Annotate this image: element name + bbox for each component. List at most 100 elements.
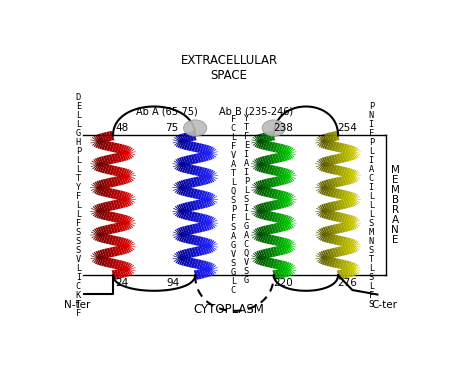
Polygon shape <box>320 158 326 167</box>
Polygon shape <box>188 234 193 244</box>
Polygon shape <box>123 267 129 277</box>
Polygon shape <box>350 149 360 156</box>
Polygon shape <box>286 217 293 225</box>
Polygon shape <box>175 183 183 191</box>
Polygon shape <box>95 158 101 167</box>
Polygon shape <box>316 184 326 190</box>
Polygon shape <box>97 157 103 167</box>
Polygon shape <box>350 197 359 205</box>
Polygon shape <box>183 257 189 266</box>
Polygon shape <box>205 267 211 277</box>
Polygon shape <box>345 222 351 231</box>
Polygon shape <box>119 268 125 278</box>
Polygon shape <box>266 155 272 164</box>
Polygon shape <box>106 258 112 267</box>
Polygon shape <box>256 139 262 148</box>
Polygon shape <box>112 223 118 233</box>
Polygon shape <box>277 152 283 162</box>
Polygon shape <box>266 234 272 244</box>
Polygon shape <box>125 174 132 182</box>
Polygon shape <box>207 150 216 157</box>
Polygon shape <box>320 255 327 264</box>
Polygon shape <box>116 213 121 223</box>
Polygon shape <box>184 249 189 259</box>
Polygon shape <box>285 197 296 203</box>
Polygon shape <box>121 151 127 161</box>
Polygon shape <box>317 255 326 262</box>
Polygon shape <box>331 141 337 151</box>
Polygon shape <box>104 132 109 142</box>
Polygon shape <box>183 179 188 189</box>
Polygon shape <box>184 202 190 212</box>
Polygon shape <box>317 139 326 146</box>
Polygon shape <box>206 244 212 253</box>
Polygon shape <box>177 181 183 191</box>
Text: N-ter: N-ter <box>64 300 90 310</box>
Polygon shape <box>177 251 184 260</box>
Polygon shape <box>260 250 266 259</box>
Polygon shape <box>342 260 347 270</box>
Polygon shape <box>260 140 266 149</box>
Polygon shape <box>99 140 105 149</box>
Polygon shape <box>91 161 101 167</box>
Polygon shape <box>264 156 270 165</box>
Polygon shape <box>177 208 183 217</box>
Polygon shape <box>122 221 128 230</box>
Polygon shape <box>199 144 205 154</box>
Polygon shape <box>203 268 209 277</box>
Polygon shape <box>90 256 101 259</box>
Polygon shape <box>103 179 108 189</box>
Polygon shape <box>177 139 184 148</box>
Polygon shape <box>91 186 101 191</box>
Polygon shape <box>320 251 327 260</box>
Polygon shape <box>94 162 101 171</box>
Polygon shape <box>207 268 218 271</box>
Polygon shape <box>341 199 346 209</box>
Polygon shape <box>179 250 185 260</box>
Polygon shape <box>285 220 292 229</box>
Polygon shape <box>106 155 112 164</box>
Polygon shape <box>206 174 213 183</box>
Polygon shape <box>350 267 358 275</box>
Polygon shape <box>343 191 349 200</box>
Polygon shape <box>285 174 296 179</box>
Polygon shape <box>350 220 358 228</box>
Polygon shape <box>275 269 281 279</box>
Polygon shape <box>269 235 275 245</box>
Polygon shape <box>114 269 120 279</box>
Polygon shape <box>172 139 184 142</box>
Polygon shape <box>280 268 285 278</box>
Polygon shape <box>124 146 131 156</box>
Polygon shape <box>125 150 132 159</box>
Polygon shape <box>105 225 110 235</box>
Polygon shape <box>124 175 136 177</box>
Polygon shape <box>124 244 131 252</box>
Polygon shape <box>272 154 278 163</box>
Polygon shape <box>122 198 128 207</box>
Polygon shape <box>125 265 134 272</box>
Polygon shape <box>189 188 195 198</box>
Polygon shape <box>256 162 263 171</box>
Polygon shape <box>121 268 127 277</box>
Polygon shape <box>260 226 266 236</box>
Polygon shape <box>323 227 329 236</box>
Polygon shape <box>321 228 327 237</box>
Polygon shape <box>349 199 361 200</box>
Polygon shape <box>198 213 203 223</box>
Polygon shape <box>125 241 134 249</box>
Polygon shape <box>111 154 117 163</box>
Polygon shape <box>174 162 183 169</box>
Polygon shape <box>256 251 263 260</box>
Polygon shape <box>106 132 112 141</box>
Polygon shape <box>125 150 134 157</box>
Polygon shape <box>329 132 334 142</box>
Polygon shape <box>90 234 101 235</box>
Polygon shape <box>204 192 210 201</box>
Polygon shape <box>336 235 342 245</box>
Polygon shape <box>251 234 262 235</box>
Polygon shape <box>108 235 114 245</box>
Polygon shape <box>325 203 331 212</box>
Polygon shape <box>173 256 183 259</box>
Polygon shape <box>286 149 295 156</box>
Polygon shape <box>286 150 293 159</box>
